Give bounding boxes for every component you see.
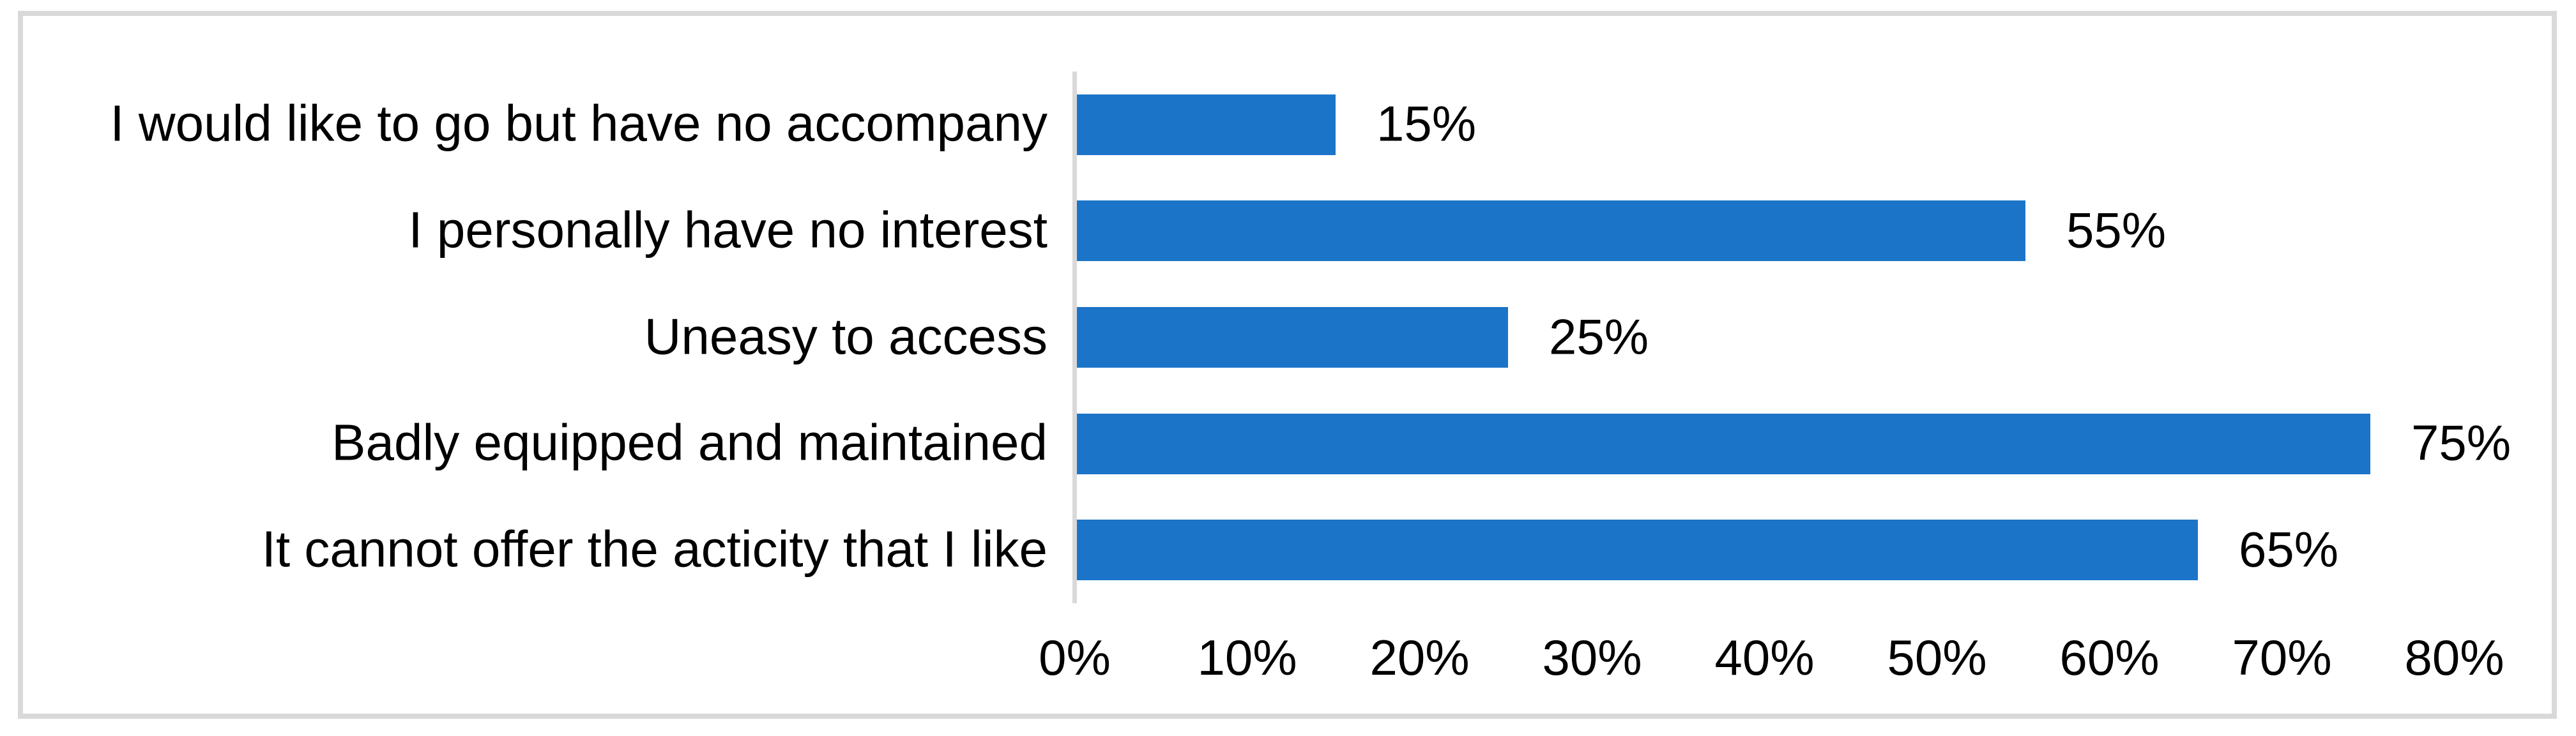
category-label: I personally have no interest (408, 201, 1048, 259)
x-tick-label: 20% (1369, 629, 1470, 686)
y-axis-line (1072, 71, 1077, 603)
x-tick-label: 60% (2059, 629, 2160, 686)
x-tick-label: 80% (2404, 629, 2504, 686)
bar (1077, 520, 2198, 581)
bar (1077, 200, 2025, 262)
x-tick-label: 30% (1542, 629, 1642, 686)
bar (1077, 307, 1508, 368)
category-label: I would like to go but have no accompany (110, 94, 1048, 152)
data-label: 25% (1549, 308, 1649, 364)
data-label: 75% (2411, 414, 2511, 471)
x-tick-label: 10% (1197, 629, 1297, 686)
bar (1077, 413, 2370, 474)
x-tick-label: 0% (1039, 629, 1111, 686)
data-label: 15% (1376, 95, 1477, 152)
x-tick-label: 40% (1714, 629, 1815, 686)
bar (1077, 94, 1336, 155)
x-tick-label: 50% (1887, 629, 1987, 686)
category-label: It cannot offer the acticity that I like (261, 520, 1048, 578)
data-label: 65% (2239, 521, 2339, 578)
x-tick-label: 70% (2232, 629, 2332, 686)
data-label: 55% (2066, 202, 2167, 259)
category-label: Uneasy to access (644, 307, 1048, 364)
category-label: Badly equipped and maintained (332, 414, 1048, 471)
